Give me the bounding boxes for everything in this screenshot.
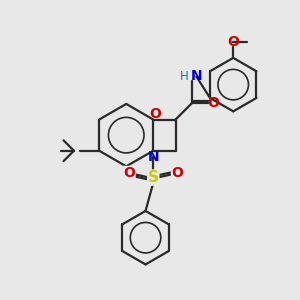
Text: O: O (208, 96, 220, 110)
Text: O: O (149, 107, 161, 121)
Text: H: H (180, 70, 189, 83)
Text: N: N (190, 69, 202, 83)
Text: O: O (124, 166, 135, 180)
Text: O: O (227, 35, 239, 49)
Text: N: N (148, 150, 160, 164)
Text: O: O (171, 166, 183, 180)
Text: S: S (148, 170, 159, 185)
